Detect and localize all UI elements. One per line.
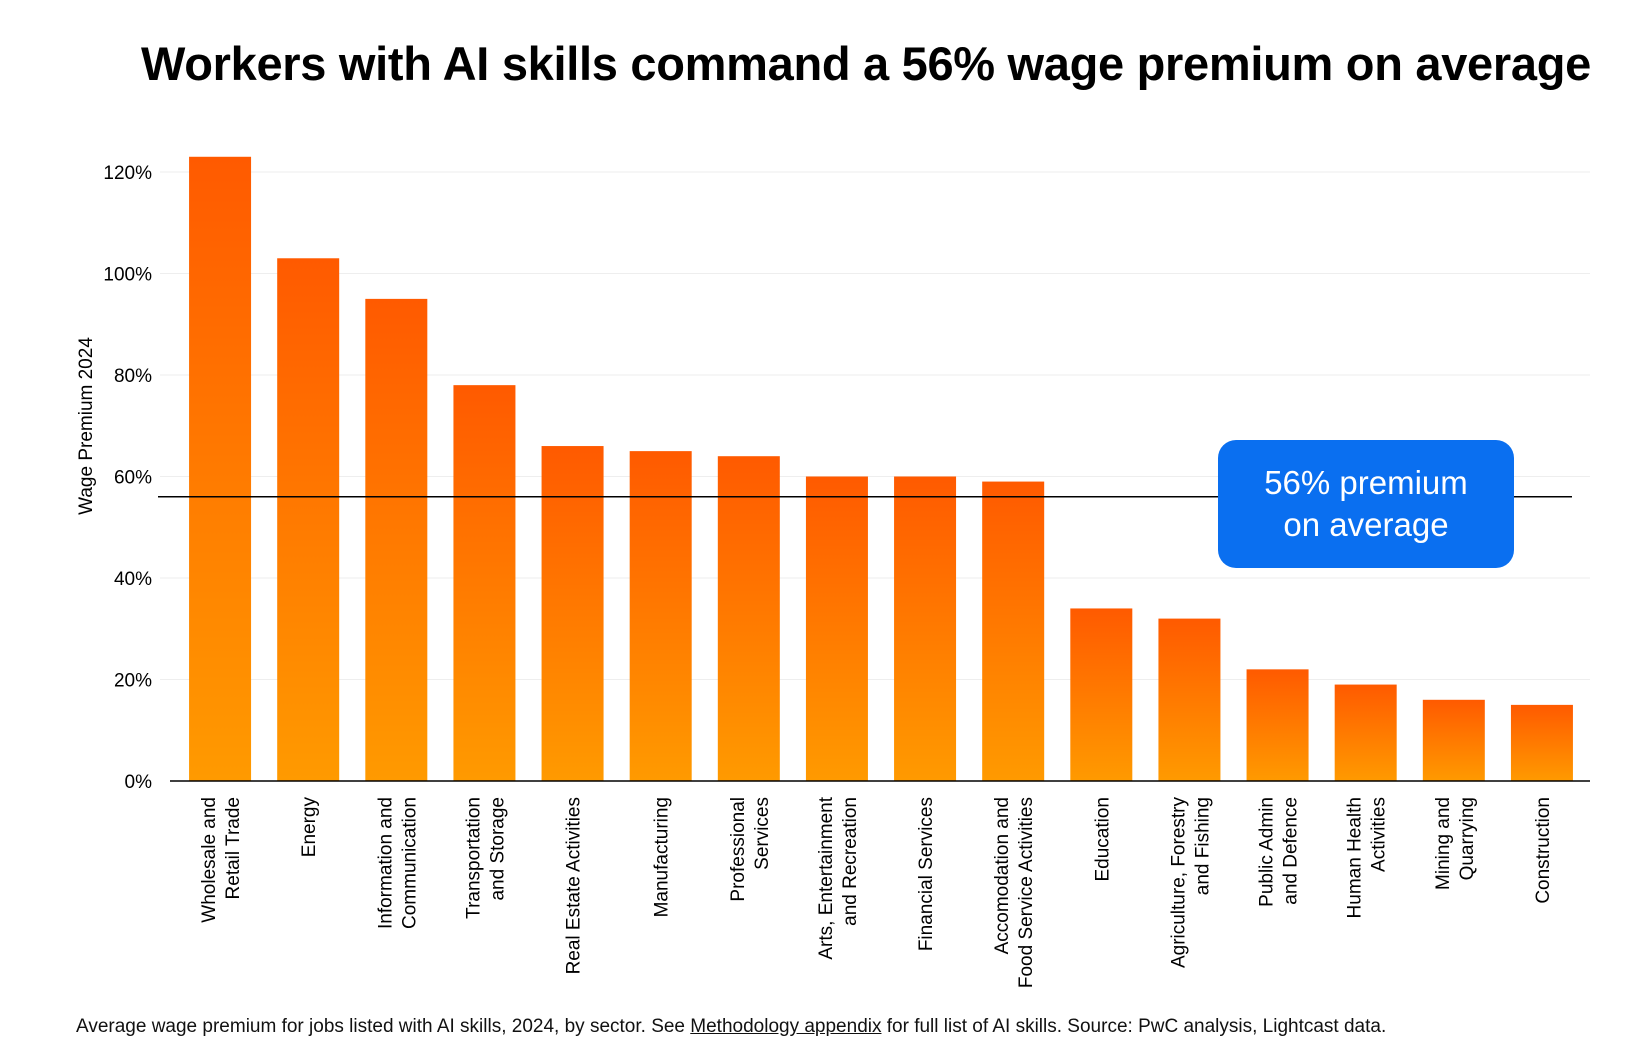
x-tick-label-line: Financial Services	[916, 797, 937, 951]
y-axis-label: Wage Premium 2024	[76, 337, 97, 515]
x-tick-label-line: and Recreation	[840, 797, 861, 926]
x-tick-label: Arts, Entertainment and Recreation	[816, 796, 861, 959]
x-tick-label: Information and Communication	[375, 797, 420, 929]
x-tick-label-line: Information and	[375, 797, 396, 929]
y-tick-label: 0%	[125, 772, 153, 793]
x-tick-label-line: Food Service Activities	[1016, 797, 1037, 988]
y-tick-label: 80%	[114, 366, 152, 387]
x-tick-label-line: Accomodation and	[992, 797, 1013, 954]
x-tick-label-line: Construction	[1533, 797, 1554, 904]
bar	[365, 298, 428, 781]
x-tick-label: Real Estate Activities	[564, 797, 585, 974]
x-axis-labels: Wholesale and Retail Trade Energy Informati…	[199, 796, 1554, 988]
bar	[1334, 684, 1397, 781]
x-tick-label-line: Transportation	[463, 797, 484, 919]
x-tick-label: Wholesale and Retail Trade	[199, 797, 244, 923]
x-tick-label-line: Wholesale and	[199, 797, 220, 923]
x-tick-label-line: Manufacturing	[652, 797, 673, 917]
x-tick-label: Energy	[299, 797, 320, 858]
y-axis-ticks: 0% 20% 40% 60% 80% 100% 120%	[103, 163, 152, 793]
bar	[1510, 704, 1573, 781]
x-tick-label-line: Services	[752, 797, 773, 870]
x-tick-label-line: Public Admin	[1257, 797, 1278, 907]
bar	[1246, 669, 1309, 781]
x-tick-label-line: and Storage	[487, 797, 508, 901]
footnote-text: Average wage premium for jobs listed wit…	[76, 1016, 691, 1037]
x-tick-label: Financial Services	[916, 797, 937, 951]
x-tick-label-line: Arts, Entertainment	[816, 796, 837, 959]
y-tick-label: 20%	[114, 671, 152, 692]
x-tick-label-line: Retail Trade	[223, 797, 244, 899]
average-callout: 56% premium on average	[1218, 440, 1514, 568]
x-tick-label: Education	[1092, 797, 1113, 882]
bar	[982, 481, 1045, 781]
footnote: Average wage premium for jobs listed wit…	[76, 1016, 1386, 1038]
y-tick-label: 100%	[103, 265, 152, 286]
x-tick-label: Mining and Quarrying	[1433, 797, 1478, 890]
methodology-appendix-link[interactable]: Methodology appendix	[690, 1016, 882, 1037]
bar	[453, 385, 516, 781]
x-tick-label: Public Admin and Defence	[1257, 797, 1302, 907]
x-tick-label-line: Human Health	[1345, 797, 1366, 918]
x-tick-label-line: Professional	[728, 797, 749, 902]
x-tick-label: Accomodation and Food Service Activities	[992, 797, 1037, 988]
bar	[1422, 699, 1485, 781]
x-tick-label-line: Communication	[399, 797, 420, 929]
bar	[894, 476, 957, 781]
x-tick-label: Professional Services	[728, 797, 773, 902]
bar	[717, 456, 780, 781]
x-tick-label: Agriculture, Forestry and Fishing	[1168, 797, 1213, 969]
y-tick-label: 60%	[114, 468, 152, 489]
x-tick-label-line: and Fishing	[1192, 797, 1213, 895]
x-tick-label: Manufacturing	[652, 797, 673, 917]
bar	[1158, 618, 1221, 781]
x-tick-label-line: Quarrying	[1457, 797, 1478, 880]
y-tick-label: 120%	[103, 163, 152, 184]
x-tick-label-line: Mining and	[1433, 797, 1454, 890]
y-tick-label: 40%	[114, 569, 152, 590]
x-tick-label-line: Energy	[299, 797, 320, 858]
callout-line-1: 56% premium	[1264, 464, 1468, 501]
bars	[189, 156, 1573, 781]
x-tick-label: Construction	[1533, 797, 1554, 904]
x-tick-label-line: Agriculture, Forestry	[1168, 797, 1189, 969]
x-tick-label-line: Real Estate Activities	[564, 797, 585, 974]
bar	[277, 258, 340, 781]
callout-line-2: on average	[1283, 506, 1449, 543]
bar	[805, 476, 868, 781]
x-tick-label-line: and Defence	[1281, 797, 1302, 905]
x-tick-label-line: Activities	[1369, 797, 1390, 872]
bar	[1070, 608, 1133, 781]
x-tick-label: Transportation and Storage	[463, 797, 508, 919]
bar	[629, 451, 692, 781]
footnote-text-end: for full list of AI skills. Source: PwC …	[881, 1016, 1387, 1037]
x-tick-label-line: Education	[1092, 797, 1113, 882]
bar	[189, 156, 252, 781]
chart-title: Workers with AI skills command a 56% wag…	[141, 37, 1591, 90]
x-tick-label: Human Health Activities	[1345, 797, 1390, 918]
bar	[541, 446, 604, 781]
